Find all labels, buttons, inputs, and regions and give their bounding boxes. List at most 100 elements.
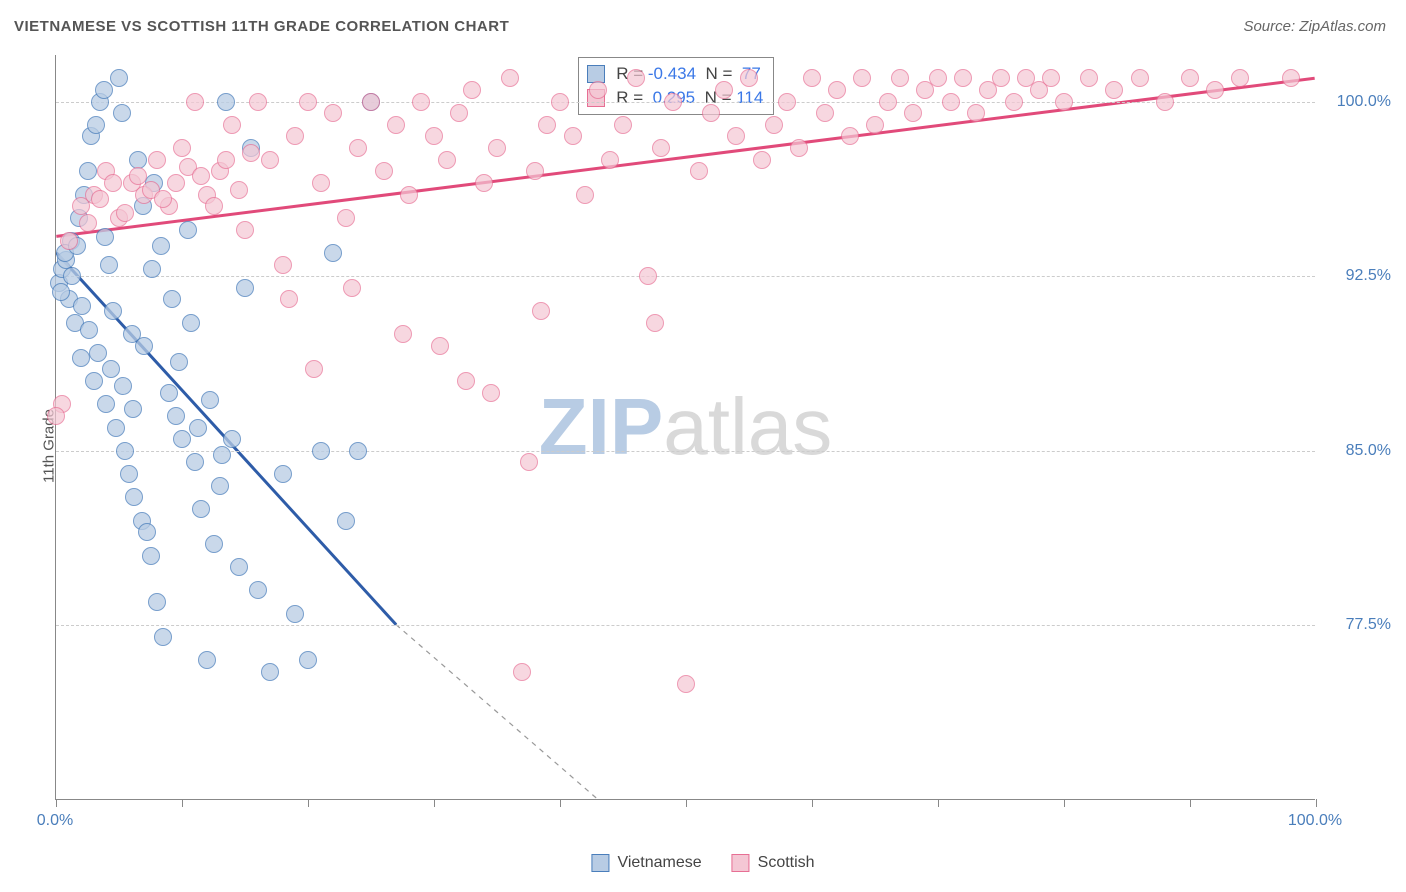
scottish-point [343,279,361,297]
scottish-point [664,93,682,111]
scottish-point [425,127,443,145]
scottish-point [520,453,538,471]
scottish-point [677,675,695,693]
y-tick-label: 77.5% [1346,616,1391,634]
scottish-point [1282,69,1300,87]
scottish-point [457,372,475,390]
x-tick [812,799,813,807]
scottish-point [942,93,960,111]
x-tick [1064,799,1065,807]
scottish-point [765,116,783,134]
vietnamese-point [80,321,98,339]
vietnamese-point [312,442,330,460]
scottish-point [954,69,972,87]
vietnamese-point [142,547,160,565]
vietnamese-point [72,349,90,367]
scottish-point [349,139,367,157]
scottish-point [236,221,254,239]
scottish-point [312,174,330,192]
gridline [56,102,1315,103]
vietnamese-point [286,605,304,623]
scottish-point [431,337,449,355]
scottish-point [904,104,922,122]
scottish-point [375,162,393,180]
vietnamese-point [116,442,134,460]
scottish-point [205,197,223,215]
scottish-point [104,174,122,192]
scottish-point [47,407,65,425]
x-tick [686,799,687,807]
watermark-atlas: atlas [663,382,832,471]
vietnamese-point [198,651,216,669]
scottish-point [513,663,531,681]
vietnamese-point [113,104,131,122]
scottish-point [891,69,909,87]
x-tick [434,799,435,807]
scottish-point [828,81,846,99]
x-tick [182,799,183,807]
vietnamese-point [96,228,114,246]
scottish-point [167,174,185,192]
scottish-point [400,186,418,204]
scottish-point [564,127,582,145]
scottish-point [116,204,134,222]
scottish-point [261,151,279,169]
scottish-point [450,104,468,122]
vietnamese-point [324,244,342,262]
watermark: ZIPatlas [539,381,832,473]
scottish-point [362,93,380,111]
scottish-point [324,104,342,122]
scottish-point [967,104,985,122]
vietnamese-point [179,221,197,239]
x-tick [1316,799,1317,807]
stats-text: R = 0.295 N = 114 [611,86,763,110]
vietnamese-point [274,465,292,483]
gridline [56,451,1315,452]
vietnamese-point [170,353,188,371]
scottish-point [1055,93,1073,111]
x-tick [938,799,939,807]
vietnamese-point [213,446,231,464]
vietnamese-point [167,407,185,425]
vietnamese-point [217,93,235,111]
x-tick [1190,799,1191,807]
vietnamese-point [189,419,207,437]
scottish-point [337,209,355,227]
scottish-point [690,162,708,180]
scottish-point [249,93,267,111]
scottish-point [1080,69,1098,87]
scottish-point [223,116,241,134]
vietnamese-point [261,663,279,681]
scottish-point [790,139,808,157]
vietnamese-point [124,400,142,418]
scottish-point [286,127,304,145]
source-attribution: Source: ZipAtlas.com [1243,18,1386,35]
scottish-point [475,174,493,192]
vietnamese-point [299,651,317,669]
scottish-point [299,93,317,111]
scottish-point [526,162,544,180]
scottish-point [387,116,405,134]
vietnamese-point [125,488,143,506]
scottish-point [538,116,556,134]
scottish-point [394,325,412,343]
x-tick [560,799,561,807]
vietnamese-point [120,465,138,483]
vietnamese-point [73,297,91,315]
scottish-point [753,151,771,169]
vietnamese-point [152,237,170,255]
vietnamese-point [102,360,120,378]
scottish-point [1206,81,1224,99]
gridline [56,625,1315,626]
scottish-point [217,151,235,169]
vietnamese-point [186,453,204,471]
bottom-legend: VietnameseScottish [591,854,814,872]
scottish-point [230,181,248,199]
vietnamese-point [182,314,200,332]
watermark-zip: ZIP [539,382,663,471]
x-tick-label-left: 0.0% [37,812,73,830]
scottish-point [866,116,884,134]
scottish-point [589,81,607,99]
legend-label: Scottish [758,854,815,872]
scottish-point [501,69,519,87]
